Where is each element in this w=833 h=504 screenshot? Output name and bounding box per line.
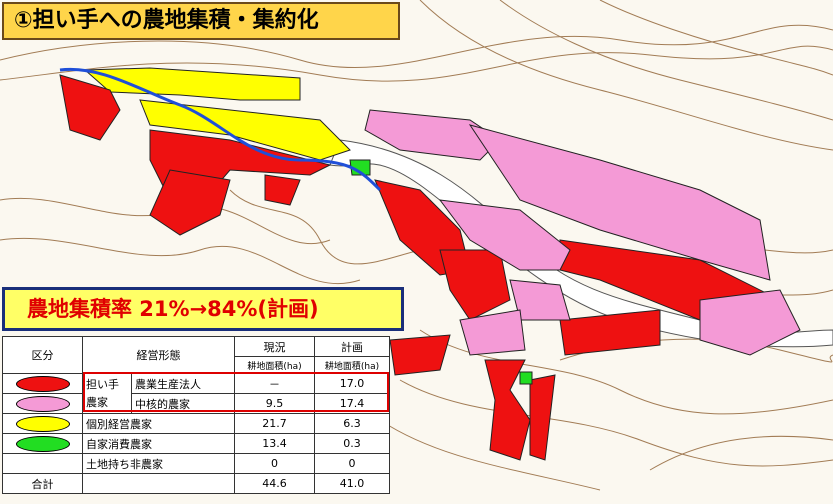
form: 自家消費農家: [83, 434, 235, 454]
form: 個別経営農家: [83, 414, 235, 434]
unit: 耕地面積(ha): [235, 357, 315, 374]
plan: 17.4: [315, 394, 390, 414]
current: －: [235, 374, 315, 394]
plan: 17.0: [315, 374, 390, 394]
symbol: [3, 374, 83, 394]
header: 計画: [315, 337, 390, 357]
current: 44.6: [235, 474, 315, 494]
header: 区分: [3, 337, 83, 374]
header: 経営形態: [83, 337, 235, 374]
current: 0: [235, 454, 315, 474]
plan: 0: [315, 454, 390, 474]
legend-symbol: [16, 416, 70, 432]
legend-table: 区分 経営形態 現況 計画 耕地面積(ha) 耕地面積(ha) 担い手農家農業生…: [2, 336, 390, 494]
header: 現況: [235, 337, 315, 357]
symbol: [3, 394, 83, 414]
form: 中核的農家: [132, 394, 235, 414]
symbol: [3, 434, 83, 454]
form: 農業生産法人: [132, 374, 235, 394]
plan: 6.3: [315, 414, 390, 434]
symbol: [3, 454, 83, 474]
form: 土地持ち非農家: [83, 454, 235, 474]
group-label: 担い手農家: [83, 374, 132, 414]
page: ①担い手への農地集積・集約化 農地集積率 21%→84%(計画) 区分 経営形態…: [0, 0, 833, 504]
legend-symbol: [16, 436, 70, 452]
symbol: [3, 414, 83, 434]
legend-symbol: [16, 376, 70, 392]
banner: 農地集積率 21%→84%(計画): [2, 287, 404, 331]
current: 9.5: [235, 394, 315, 414]
unit: 耕地面積(ha): [315, 357, 390, 374]
blank: [83, 474, 235, 494]
total-label: 合計: [3, 474, 83, 494]
current: 13.4: [235, 434, 315, 454]
title: ①担い手への農地集積・集約化: [2, 2, 400, 40]
current: 21.7: [235, 414, 315, 434]
plan: 41.0: [315, 474, 390, 494]
legend-symbol: [16, 396, 70, 412]
plan: 0.3: [315, 434, 390, 454]
row: 担い手農家農業生産法人－17.0: [3, 374, 390, 394]
